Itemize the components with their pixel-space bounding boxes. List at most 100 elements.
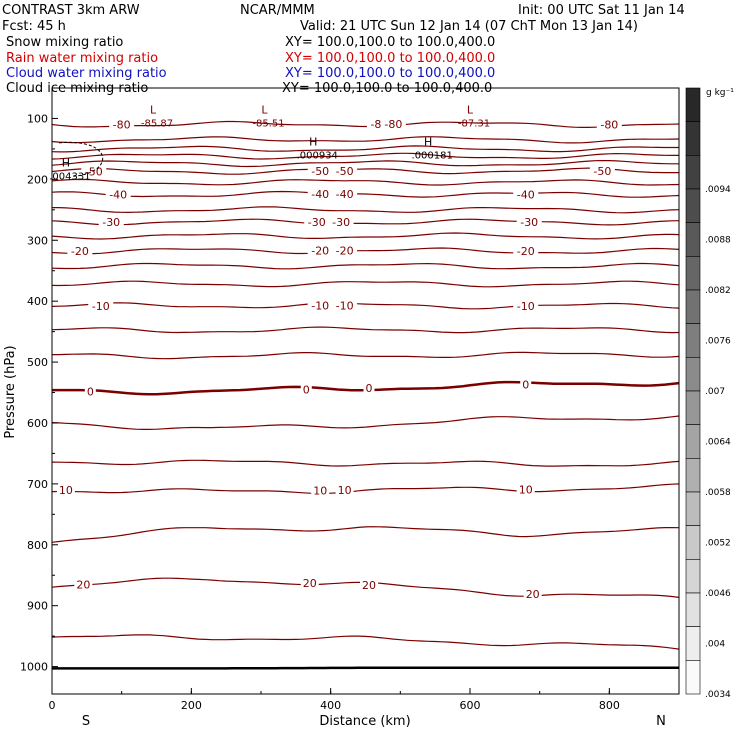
isotherm-label: -80 [600, 119, 618, 132]
isotherm-label: -40 [109, 189, 127, 202]
forecast-hour: Fcst: 45 h [2, 19, 66, 34]
extremum-value: -85.51 [252, 118, 284, 129]
isotherm-label-bg [589, 164, 615, 178]
isotherm-label-bg [304, 214, 330, 228]
isotherm-line [51, 190, 680, 198]
isotherm-label: -30 [520, 216, 538, 229]
isotherm-label-bg [596, 117, 622, 131]
isotherm-label: -20 [336, 245, 354, 258]
colorbar-label: .0082 [705, 286, 731, 296]
isotherm-label-bg [380, 117, 406, 131]
colorbar: .0094 .0088 .0082 .0076 .007 .0064 .0058 .0052.… [685, 87, 731, 700]
colorbar-swatch [685, 256, 701, 291]
x-end-south: S [82, 714, 90, 729]
isotherm-line [51, 459, 680, 467]
valid-time: Valid: 21 UTC Sun 12 Jan 14 (07 ChT Mon … [300, 19, 638, 34]
plot-frame [51, 87, 680, 695]
isotherm-line [52, 351, 680, 360]
isotherm-label: 20 [303, 577, 317, 590]
isotherm-label: -20 [311, 245, 329, 258]
colorbar-label: .0076 [705, 337, 731, 347]
isotherm-label: -80 [113, 119, 131, 132]
colorbar-swatch [685, 323, 701, 358]
isotherm-line [51, 247, 680, 255]
isotherm-line [51, 120, 680, 128]
isotherm-label: 10 [313, 484, 327, 497]
extremum-value: .000181 [412, 151, 453, 162]
colorbar-label: .0094 [705, 185, 731, 195]
colorbar-label: .0052 [705, 539, 731, 549]
isotherm-label-bg [332, 298, 358, 312]
isotherm-line [51, 145, 679, 153]
isotherm-label-bg [513, 299, 539, 313]
isotherm-label-bg [307, 164, 333, 178]
colorbar-swatch [685, 155, 701, 190]
y-tick-label: 100 [27, 112, 48, 125]
isotherm-label: 10 [59, 484, 73, 497]
isotherm-line [51, 167, 679, 175]
colorbar-swatch [685, 222, 701, 257]
isotherm-line [51, 526, 680, 543]
isotherm-label: 0 [365, 382, 372, 395]
isotherm-label-bg [98, 214, 124, 228]
isotherm-label: -50 [311, 165, 329, 178]
isotherm-label-bg [300, 382, 312, 396]
plot-area: -80 -80-80 -80-50 -50 -50 -50-40 -40 -40 -40-30-… [49, 103, 680, 670]
colorbar-swatch [685, 626, 701, 661]
isotherm-label: -10 [92, 300, 110, 313]
isotherm-label-bg [516, 482, 535, 496]
field-cloudwater-name: Cloud water mixing ratio [6, 66, 167, 81]
extremum-marker: L [467, 103, 474, 116]
isotherm-label: -40 [311, 188, 329, 201]
colorbar-label: .0034 [705, 690, 731, 700]
isotherm-label: -30 [308, 216, 326, 229]
isotherm-label: 10 [519, 483, 533, 496]
isotherm-label-bg [300, 575, 319, 589]
isotherm-label: -20 [517, 245, 535, 258]
isotherm-label-bg [88, 298, 114, 312]
isotherm-label-bg [359, 578, 378, 592]
model-title: CONTRAST 3km ARW [2, 3, 140, 18]
isotherm-line [51, 326, 680, 334]
isotherm-label-bg [523, 586, 542, 600]
colorbar-swatch [685, 559, 701, 594]
colorbar-swatch [685, 660, 701, 695]
y-tick-label: 800 [27, 539, 48, 552]
x-tick-label: 800 [599, 699, 620, 712]
isotherm-label-bg [56, 483, 75, 497]
axes: 0 200 400 600 800100200300400500600700800900… [20, 112, 620, 712]
isotherm-line [51, 634, 680, 650]
isotherm-label-bg [335, 483, 354, 497]
extremum-value: -85.87 [141, 118, 173, 129]
colorbar-swatch [685, 289, 701, 324]
y-tick-label: 300 [27, 234, 48, 247]
isotherm-line [52, 206, 680, 214]
y-tick-label: 700 [27, 478, 48, 491]
colorbar-label: .0088 [705, 236, 731, 246]
isotherm-label-bg [307, 243, 333, 257]
x-tick-label: 200 [181, 699, 202, 712]
isotherm-label-bg [84, 384, 96, 398]
isotherm-label: -10 [336, 299, 354, 312]
field-snow-name: Snow mixing ratio [6, 35, 123, 50]
extremum-marker: H [62, 156, 70, 169]
isotherm-line [51, 136, 680, 144]
x-end-north: N [656, 714, 666, 729]
isotherm-label-bg [67, 244, 93, 258]
isotherm-line [51, 415, 680, 430]
colorbar-swatch [685, 121, 701, 156]
isotherm-label-bg [74, 577, 93, 591]
isotherm-label: -10 [311, 299, 329, 312]
colorbar-unit: g kg⁻¹ [706, 88, 734, 98]
isotherm-label: 20 [526, 588, 540, 601]
isotherm-label: 0 [522, 379, 529, 392]
colorbar-swatch [685, 491, 701, 526]
isotherm-label-bg [109, 117, 135, 131]
isotherm-label-bg [363, 381, 375, 395]
isotherm-label-bg [332, 163, 358, 177]
isotherm-line [51, 152, 679, 160]
isotherm-line [51, 302, 680, 310]
y-tick-label: 500 [27, 356, 48, 369]
y-tick-label: 400 [27, 295, 48, 308]
colorbar-swatch [685, 390, 701, 425]
